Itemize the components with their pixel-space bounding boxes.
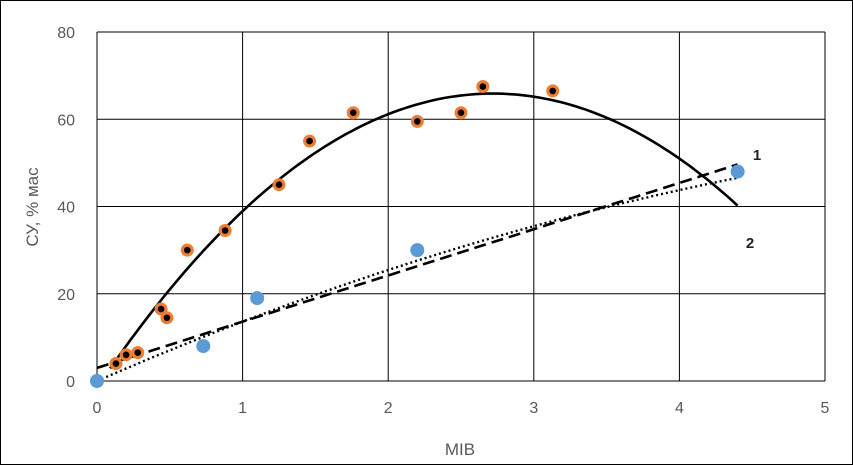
data-point-orange-center: [163, 314, 171, 322]
trendlines: [96, 92, 739, 383]
tick-labels: 0 1 2 3 4 5 0 20 40 60 80: [57, 25, 829, 417]
data-point-orange-center: [349, 109, 357, 117]
y-axis-title: СУ, % мас: [23, 167, 42, 247]
annotation-1: 1: [753, 147, 761, 164]
data-point-blue: [410, 243, 425, 258]
y-tick-label: 0: [66, 374, 75, 391]
grid: [96, 31, 826, 382]
x-tick-label: 0: [93, 400, 102, 417]
y-tick-label: 40: [57, 200, 75, 217]
x-tick-label: 2: [384, 400, 393, 417]
x-tick-label: 5: [821, 400, 830, 417]
data-point-orange-center: [275, 181, 283, 188]
data-point-orange-center: [479, 83, 487, 90]
data-point-orange-center: [134, 349, 142, 356]
data-point-orange-center: [306, 137, 313, 145]
data-points: [90, 80, 745, 388]
trendline-solid: [109, 92, 739, 370]
x-tick-label: 3: [529, 400, 538, 417]
data-point-orange-center: [457, 109, 465, 117]
x-axis-title: МІВ: [445, 440, 475, 459]
trendline-dotted: [96, 176, 738, 383]
y-tick-label: 20: [57, 287, 75, 304]
y-tick-label: 80: [57, 25, 75, 42]
data-point-orange-center: [122, 351, 130, 359]
data-point-blue: [90, 374, 104, 388]
data-point-blue: [250, 291, 265, 306]
data-point-orange-center: [221, 227, 229, 234]
data-point-orange-center: [414, 118, 421, 125]
trendline-dashed: [96, 163, 738, 370]
data-point-blue: [196, 339, 211, 354]
data-point-orange-center: [112, 360, 120, 367]
data-point-orange-center: [183, 246, 191, 254]
y-tick-label: 60: [57, 112, 75, 129]
data-point-orange-center: [549, 87, 557, 95]
x-tick-label: 1: [238, 400, 247, 417]
annotation-2: 2: [746, 235, 754, 252]
data-point-blue: [730, 164, 745, 179]
x-tick-label: 4: [675, 400, 684, 417]
data-point-orange-center: [157, 305, 165, 313]
